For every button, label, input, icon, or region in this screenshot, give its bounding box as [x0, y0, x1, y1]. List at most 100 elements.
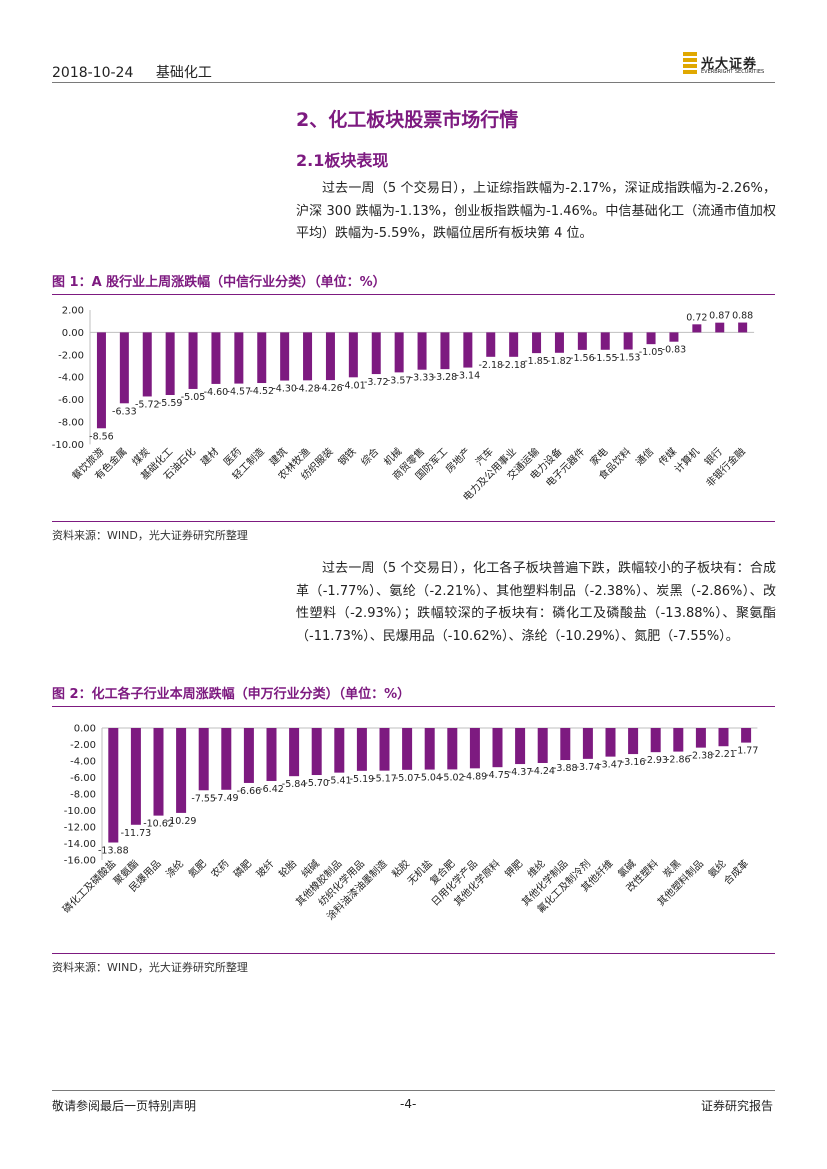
fig2-bar	[673, 728, 684, 752]
fig1-bar	[303, 332, 313, 381]
fig1-data-label: -5.72	[135, 399, 160, 410]
fig2-bar	[469, 728, 480, 769]
fig1-bar	[165, 332, 175, 396]
fig1-data-label: -4.52	[249, 386, 274, 397]
figure-1-title: 图 1：A 股行业上周涨跌幅（中信行业分类）（单位：%）	[52, 275, 386, 290]
fig1-y-tick-label: 0.00	[62, 328, 84, 339]
fig2-data-label: -4.24	[530, 766, 555, 777]
fig1-bar	[119, 332, 129, 404]
fig1-data-label: -4.60	[204, 387, 229, 398]
fig1-data-label: -8.56	[89, 431, 114, 442]
fig1-y-tick-label: -8.00	[58, 418, 84, 429]
fig1-data-label: -1.56	[570, 353, 595, 364]
report-date: 2018-10-24	[52, 65, 134, 81]
fig2-bar	[289, 728, 300, 777]
fig1-data-label: -4.26	[318, 383, 343, 394]
figure-2-top-rule	[52, 706, 775, 707]
header-divider	[52, 82, 775, 83]
fig2-bar	[492, 728, 503, 768]
figure-2-source: 资料来源：WIND，光大证券研究所整理	[52, 961, 248, 974]
fig1-bar	[371, 332, 381, 375]
fig1-y-tick-label: -10.00	[52, 440, 84, 451]
fig1-category-label: 综合	[358, 445, 381, 468]
fig2-bar	[221, 728, 232, 790]
fig1-bar	[394, 332, 404, 373]
fig1-category-label: 钢铁	[335, 445, 358, 468]
fig1-data-label: 0.88	[732, 311, 753, 322]
fig1-data-label: -5.59	[158, 398, 183, 409]
fig2-data-label: -3.47	[598, 760, 623, 771]
fig1-y-tick-label: 2.00	[62, 306, 84, 317]
fig2-category-label: 农药	[208, 857, 231, 880]
fig2-bar	[356, 728, 367, 771]
fig2-bar	[628, 728, 639, 755]
fig1-data-label: -1.55	[593, 353, 618, 364]
fig1-bar	[554, 332, 564, 353]
fig1-category-label: 通信	[634, 446, 657, 469]
fig1-data-label: -3.72	[364, 377, 389, 388]
fig2-y-tick-label: -16.00	[64, 856, 96, 867]
fig1-bar	[463, 332, 473, 368]
fig1-bar	[142, 332, 152, 397]
fig2-category-label: 涤纶	[163, 857, 186, 880]
figure-1-bottom-rule	[52, 521, 775, 522]
fig2-data-label: -4.37	[508, 767, 533, 778]
figure-1-top-rule	[52, 294, 775, 295]
fig2-bar	[334, 728, 345, 773]
footer-disclaimer: 敬请参阅最后一页特别声明	[52, 1099, 197, 1113]
brand-logo: 光大证券 EVERBRIGHT SECURITIES	[683, 52, 783, 78]
fig2-data-label: -5.04	[417, 773, 442, 784]
fig2-data-label: -5.02	[440, 772, 465, 783]
fig2-data-label: -13.88	[98, 846, 129, 857]
fig2-y-tick-label: -12.00	[64, 823, 96, 834]
fig1-bar	[509, 332, 519, 357]
fig1-bar	[669, 332, 679, 342]
fig2-category-label: 玻纤	[253, 857, 276, 880]
fig1-data-label: -1.05	[639, 347, 664, 358]
figure-2-bottom-rule	[52, 953, 775, 954]
fig1-bar	[600, 332, 610, 350]
fig2-data-label: -3.88	[553, 763, 578, 774]
fig2-category-label: 合成革	[721, 857, 751, 887]
fig1-category-label: 计算机	[672, 445, 702, 475]
fig2-y-tick-label: -4.00	[70, 757, 96, 768]
fig1-data-label: -2.18	[478, 360, 503, 371]
fig2-category-label: 钾肥	[502, 857, 525, 880]
fig2-bar	[695, 728, 706, 748]
fig1-bar	[532, 332, 542, 354]
fig2-bar	[560, 728, 571, 761]
fig2-bar	[741, 728, 752, 743]
fig2-data-label: -2.93	[643, 755, 668, 766]
figure-1-source: 资料来源：WIND，光大证券研究所整理	[52, 529, 248, 542]
fig1-bar	[234, 332, 244, 384]
fig2-data-label: -1.77	[734, 746, 759, 757]
fig2-data-label: -3.16	[621, 757, 646, 768]
footer-report-type: 证券研究报告	[701, 1099, 774, 1113]
fig1-data-label: 0.87	[709, 311, 730, 322]
fig2-bar	[243, 728, 254, 783]
fig1-bar	[646, 332, 656, 345]
fig1-bar	[280, 332, 290, 381]
body-paragraph-1: 过去一周（5 个交易日），上证综指跌幅为-2.17%，深证成指跌幅为-2.26%…	[296, 181, 776, 241]
fig2-data-label: -7.55	[191, 793, 216, 804]
fig1-bar	[715, 322, 725, 333]
fig2-data-label: -10.29	[166, 816, 197, 827]
fig2-data-label: -4.89	[463, 771, 488, 782]
fig2-bar	[153, 728, 164, 816]
fig1-bar	[486, 332, 496, 357]
figure-2-title: 图 2：化工各子行业本周涨跌幅（申万行业分类）（单位：%）	[52, 687, 411, 702]
fig2-y-tick-label: -8.00	[70, 790, 96, 801]
fig2-category-label: 轮胎	[276, 857, 299, 880]
fig2-data-label: -4.75	[485, 770, 510, 781]
fig2-bar	[424, 728, 435, 770]
report-header: 2018-10-24 基础化工	[52, 62, 230, 82]
fig1-bar	[623, 332, 633, 350]
fig1-data-label: -1.82	[547, 356, 572, 367]
fig1-bar	[188, 332, 198, 389]
fig2-bar	[515, 728, 526, 765]
fig1-bar	[96, 332, 106, 429]
fig2-bar	[266, 728, 277, 781]
fig1-data-label: -0.83	[662, 345, 687, 356]
fig2-bar	[582, 728, 593, 759]
fig2-data-label: -10.62	[143, 819, 174, 830]
